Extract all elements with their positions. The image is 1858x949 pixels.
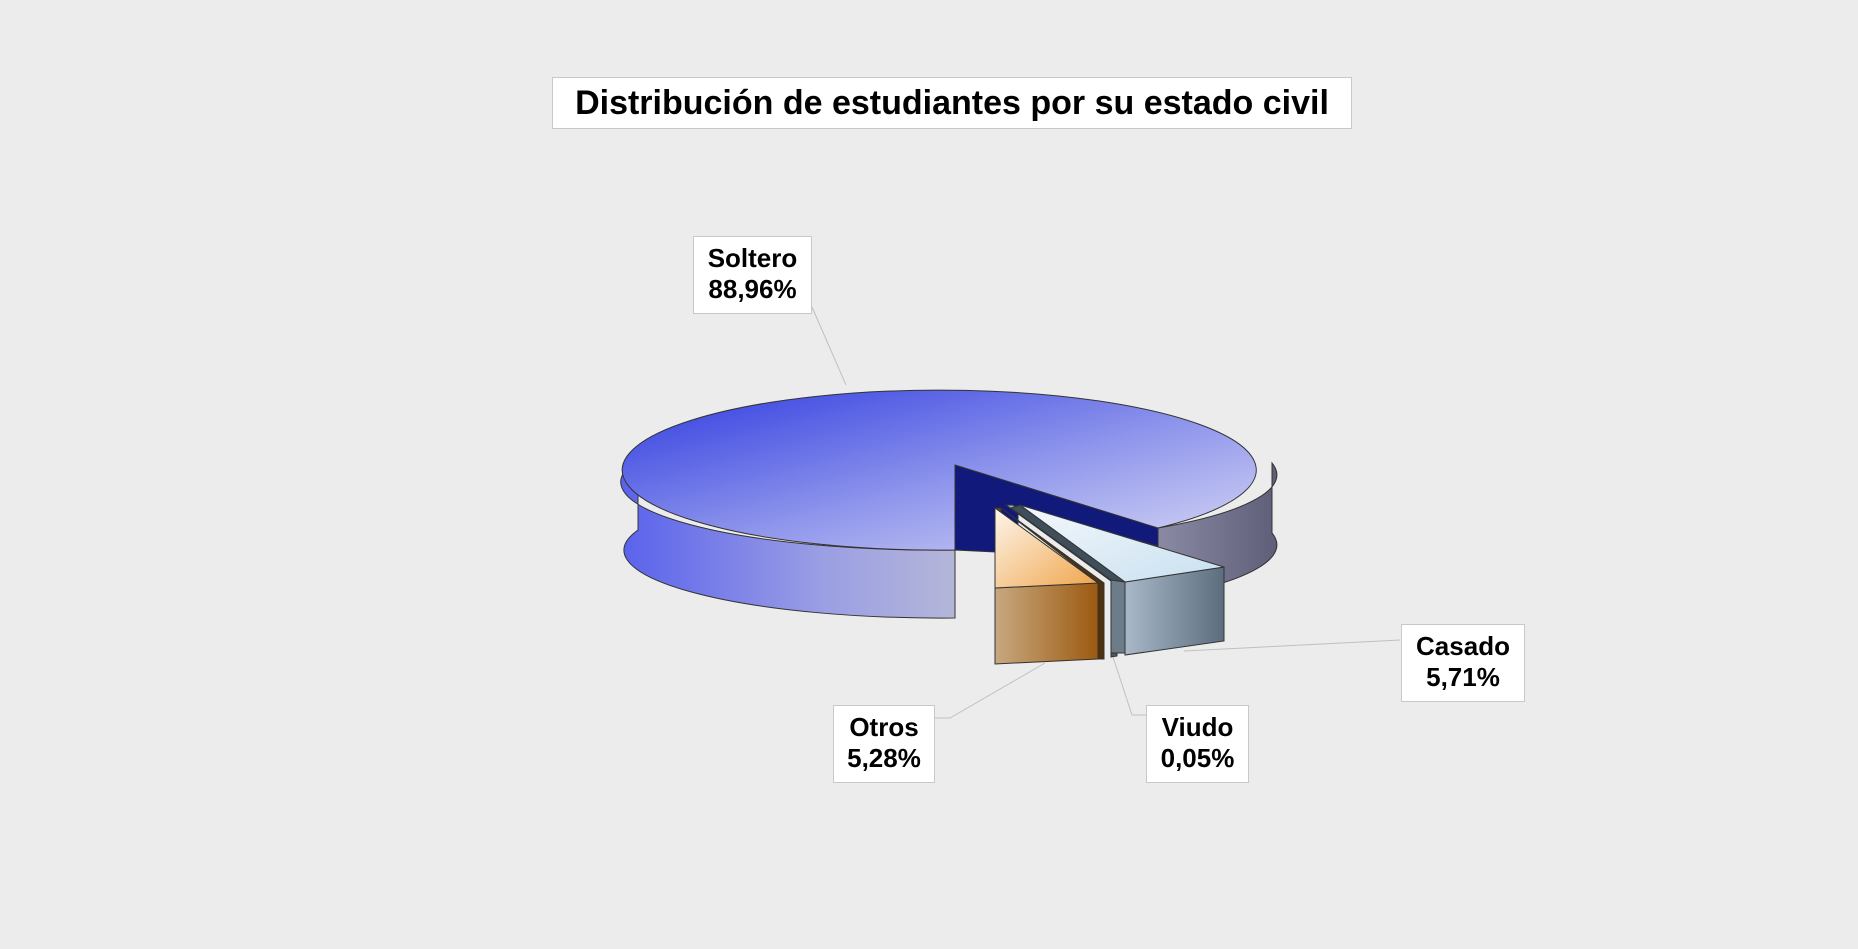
data-label-otros: Otros 5,28% [833,705,935,783]
leader-line-otros [934,662,1046,719]
leader-line-soltero [811,306,847,386]
data-label-soltero-name: Soltero [707,243,798,273]
slice-otros-top [994,507,1100,589]
data-label-casado: Casado 5,71% [1401,624,1525,702]
slice-casado [1009,504,1225,656]
data-label-soltero: Soltero 88,96% [693,236,812,314]
chart-title: Distribución de estudiantes por su estad… [552,77,1352,129]
slice-casado-inner [1009,504,1126,583]
slice-casado-side-left [1110,579,1126,654]
data-label-soltero-value: 88,96% [708,274,797,304]
data-label-casado-name: Casado [1416,631,1510,661]
data-label-viudo-name: Viudo [1161,712,1234,742]
data-label-viudo: Viudo 0,05% [1146,705,1249,783]
slice-otros-side [994,582,1099,665]
leader-lines [811,306,1401,719]
data-label-otros-name: Otros [849,712,919,742]
leader-line-casado [1183,639,1401,652]
data-label-otros-value: 5,28% [847,743,921,773]
slice-otros [994,507,1105,665]
slice-soltero-top [621,389,1257,551]
slice-soltero-side [620,459,956,619]
slice-otros-edge [1000,507,1105,660]
data-label-casado-value: 5,71% [1426,662,1500,692]
data-label-viudo-value: 0,05% [1160,743,1235,773]
leader-line-viudo [1112,656,1147,716]
